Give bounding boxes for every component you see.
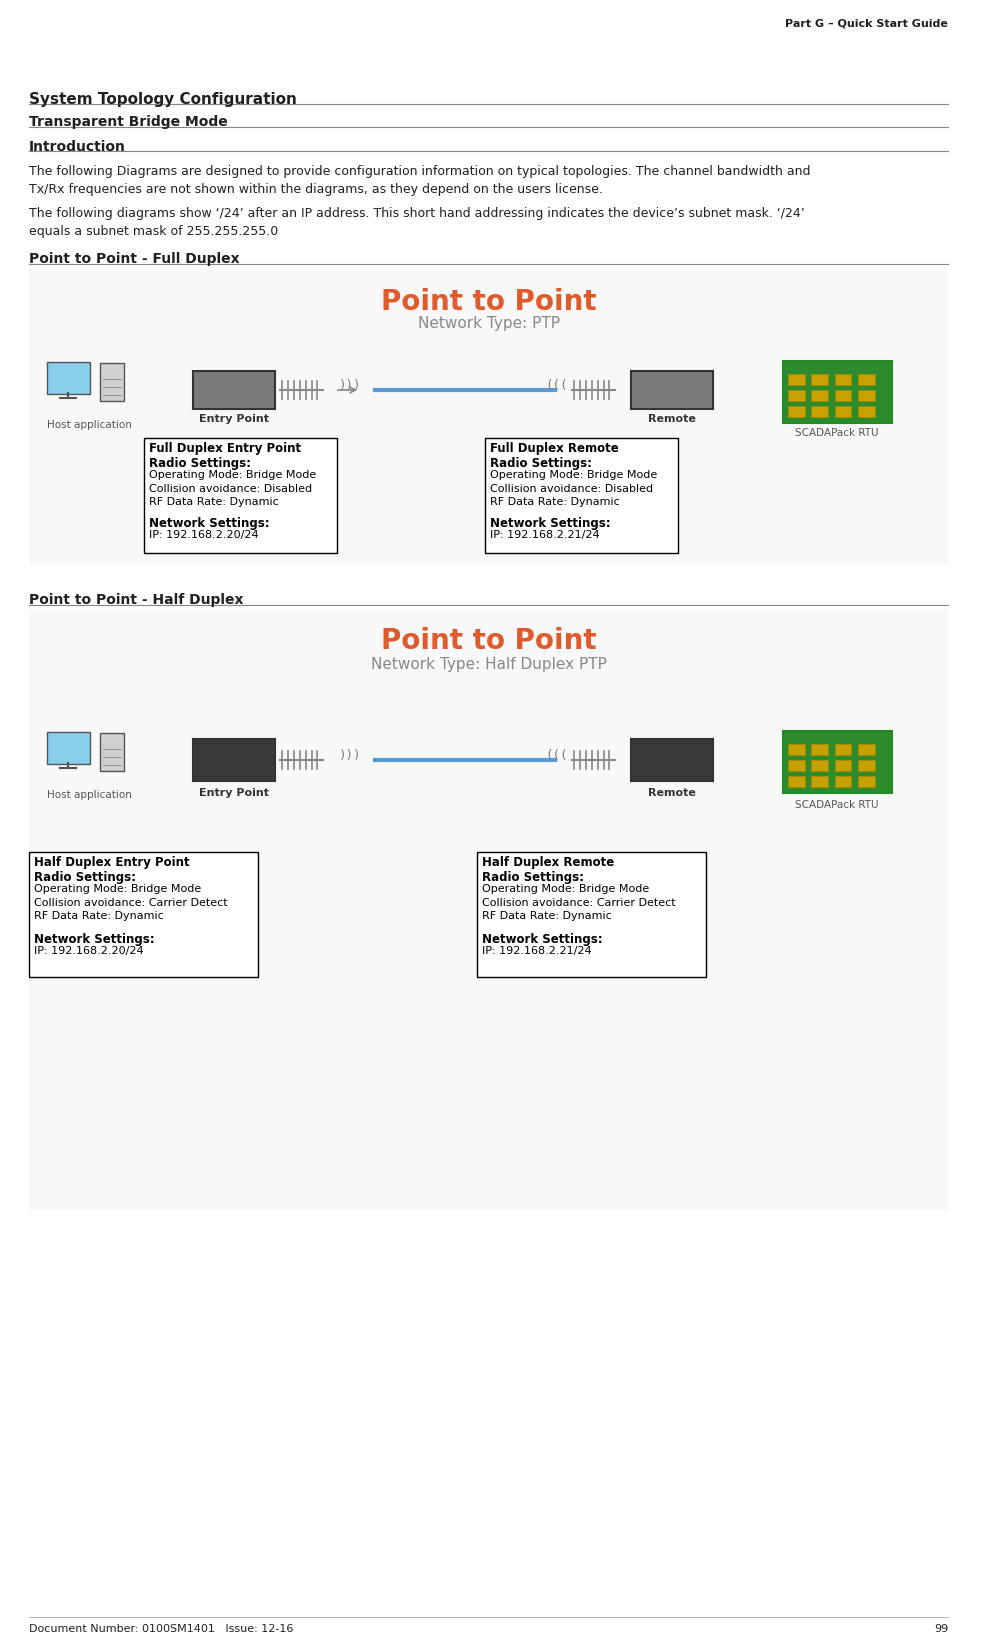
Text: Network Settings:: Network Settings:	[481, 933, 602, 946]
Text: ))): )))	[338, 380, 361, 393]
Text: Operating Mode: Bridge Mode
Collision avoidance: Carrier Detect
RF Data Rate: Dy: Operating Mode: Bridge Mode Collision av…	[481, 884, 675, 922]
FancyBboxPatch shape	[782, 732, 891, 792]
FancyBboxPatch shape	[29, 851, 258, 977]
FancyBboxPatch shape	[833, 390, 851, 401]
Text: IP: 192.168.2.20/24: IP: 192.168.2.20/24	[34, 946, 143, 956]
Text: Host application: Host application	[47, 791, 131, 800]
Text: Full Duplex Remote: Full Duplex Remote	[489, 442, 618, 455]
Text: Radio Settings:: Radio Settings:	[148, 457, 251, 470]
FancyBboxPatch shape	[833, 760, 851, 771]
FancyBboxPatch shape	[858, 390, 874, 401]
FancyBboxPatch shape	[782, 362, 891, 422]
FancyBboxPatch shape	[193, 738, 274, 781]
Text: Network Type: Half Duplex PTP: Network Type: Half Duplex PTP	[370, 656, 606, 673]
FancyBboxPatch shape	[630, 738, 712, 781]
FancyBboxPatch shape	[810, 406, 827, 416]
FancyBboxPatch shape	[858, 406, 874, 416]
Text: ))): )))	[338, 750, 361, 763]
FancyBboxPatch shape	[47, 362, 89, 395]
Text: Network Settings:: Network Settings:	[489, 517, 610, 530]
Text: Radio Settings:: Radio Settings:	[34, 871, 136, 884]
Text: Network Settings:: Network Settings:	[34, 933, 154, 946]
Text: (((: (((	[545, 750, 567, 763]
FancyBboxPatch shape	[810, 390, 827, 401]
FancyBboxPatch shape	[787, 776, 803, 786]
FancyBboxPatch shape	[484, 439, 677, 553]
Text: Point to Point: Point to Point	[380, 627, 596, 655]
FancyBboxPatch shape	[787, 406, 803, 416]
FancyBboxPatch shape	[810, 373, 827, 385]
FancyBboxPatch shape	[143, 439, 336, 553]
FancyBboxPatch shape	[476, 851, 705, 977]
FancyBboxPatch shape	[193, 372, 274, 409]
Text: Radio Settings:: Radio Settings:	[481, 871, 584, 884]
FancyBboxPatch shape	[810, 760, 827, 771]
Text: Entry Point: Entry Point	[199, 414, 269, 424]
FancyBboxPatch shape	[810, 776, 827, 786]
Text: Operating Mode: Bridge Mode
Collision avoidance: Disabled
RF Data Rate: Dynamic: Operating Mode: Bridge Mode Collision av…	[148, 470, 316, 507]
FancyBboxPatch shape	[833, 776, 851, 786]
Text: System Topology Configuration: System Topology Configuration	[29, 92, 297, 106]
FancyBboxPatch shape	[100, 733, 123, 771]
Text: Operating Mode: Bridge Mode
Collision avoidance: Carrier Detect
RF Data Rate: Dy: Operating Mode: Bridge Mode Collision av…	[34, 884, 228, 922]
Text: Network Settings:: Network Settings:	[148, 517, 269, 530]
Text: Point to Point - Half Duplex: Point to Point - Half Duplex	[29, 593, 244, 607]
Text: Remote: Remote	[647, 414, 695, 424]
Text: Introduction: Introduction	[29, 141, 126, 154]
FancyBboxPatch shape	[630, 372, 712, 409]
FancyBboxPatch shape	[833, 406, 851, 416]
FancyBboxPatch shape	[787, 760, 803, 771]
Text: Operating Mode: Bridge Mode
Collision avoidance: Disabled
RF Data Rate: Dynamic: Operating Mode: Bridge Mode Collision av…	[489, 470, 656, 507]
FancyBboxPatch shape	[29, 268, 947, 565]
Text: The following Diagrams are designed to provide configuration information on typi: The following Diagrams are designed to p…	[29, 165, 809, 196]
Text: Document Number: 0100SM1401   Issue: 12-16: Document Number: 0100SM1401 Issue: 12-16	[29, 1624, 293, 1634]
FancyBboxPatch shape	[100, 363, 123, 401]
FancyBboxPatch shape	[787, 373, 803, 385]
Text: Transparent Bridge Mode: Transparent Bridge Mode	[29, 115, 228, 129]
Text: 99: 99	[933, 1624, 947, 1634]
FancyBboxPatch shape	[787, 743, 803, 755]
Text: IP: 192.168.2.20/24: IP: 192.168.2.20/24	[148, 530, 259, 540]
Text: SCADAPack RTU: SCADAPack RTU	[794, 800, 878, 810]
Text: SCADAPack RTU: SCADAPack RTU	[794, 427, 878, 439]
Text: Full Duplex Entry Point: Full Duplex Entry Point	[148, 442, 301, 455]
Text: Half Duplex Entry Point: Half Duplex Entry Point	[34, 856, 190, 869]
FancyBboxPatch shape	[858, 760, 874, 771]
Text: The following diagrams show ‘/24’ after an IP address. This short hand addressin: The following diagrams show ‘/24’ after …	[29, 206, 804, 237]
Text: Remote: Remote	[647, 787, 695, 797]
Text: Half Duplex Remote: Half Duplex Remote	[481, 856, 614, 869]
Text: (((: (((	[545, 380, 567, 393]
Text: Network Type: PTP: Network Type: PTP	[417, 316, 559, 331]
Text: Radio Settings:: Radio Settings:	[489, 457, 591, 470]
FancyBboxPatch shape	[29, 609, 947, 1210]
FancyBboxPatch shape	[47, 732, 89, 764]
FancyBboxPatch shape	[833, 373, 851, 385]
Text: Part G – Quick Start Guide: Part G – Quick Start Guide	[784, 18, 947, 28]
FancyBboxPatch shape	[787, 390, 803, 401]
FancyBboxPatch shape	[858, 743, 874, 755]
Text: Point to Point: Point to Point	[380, 288, 596, 316]
FancyBboxPatch shape	[858, 776, 874, 786]
Text: IP: 192.168.2.21/24: IP: 192.168.2.21/24	[489, 530, 599, 540]
FancyBboxPatch shape	[833, 743, 851, 755]
Text: Point to Point - Full Duplex: Point to Point - Full Duplex	[29, 252, 240, 265]
FancyBboxPatch shape	[858, 373, 874, 385]
Text: Host application: Host application	[47, 421, 131, 431]
FancyBboxPatch shape	[810, 743, 827, 755]
Text: Entry Point: Entry Point	[199, 787, 269, 797]
Text: IP: 192.168.2.21/24: IP: 192.168.2.21/24	[481, 946, 591, 956]
